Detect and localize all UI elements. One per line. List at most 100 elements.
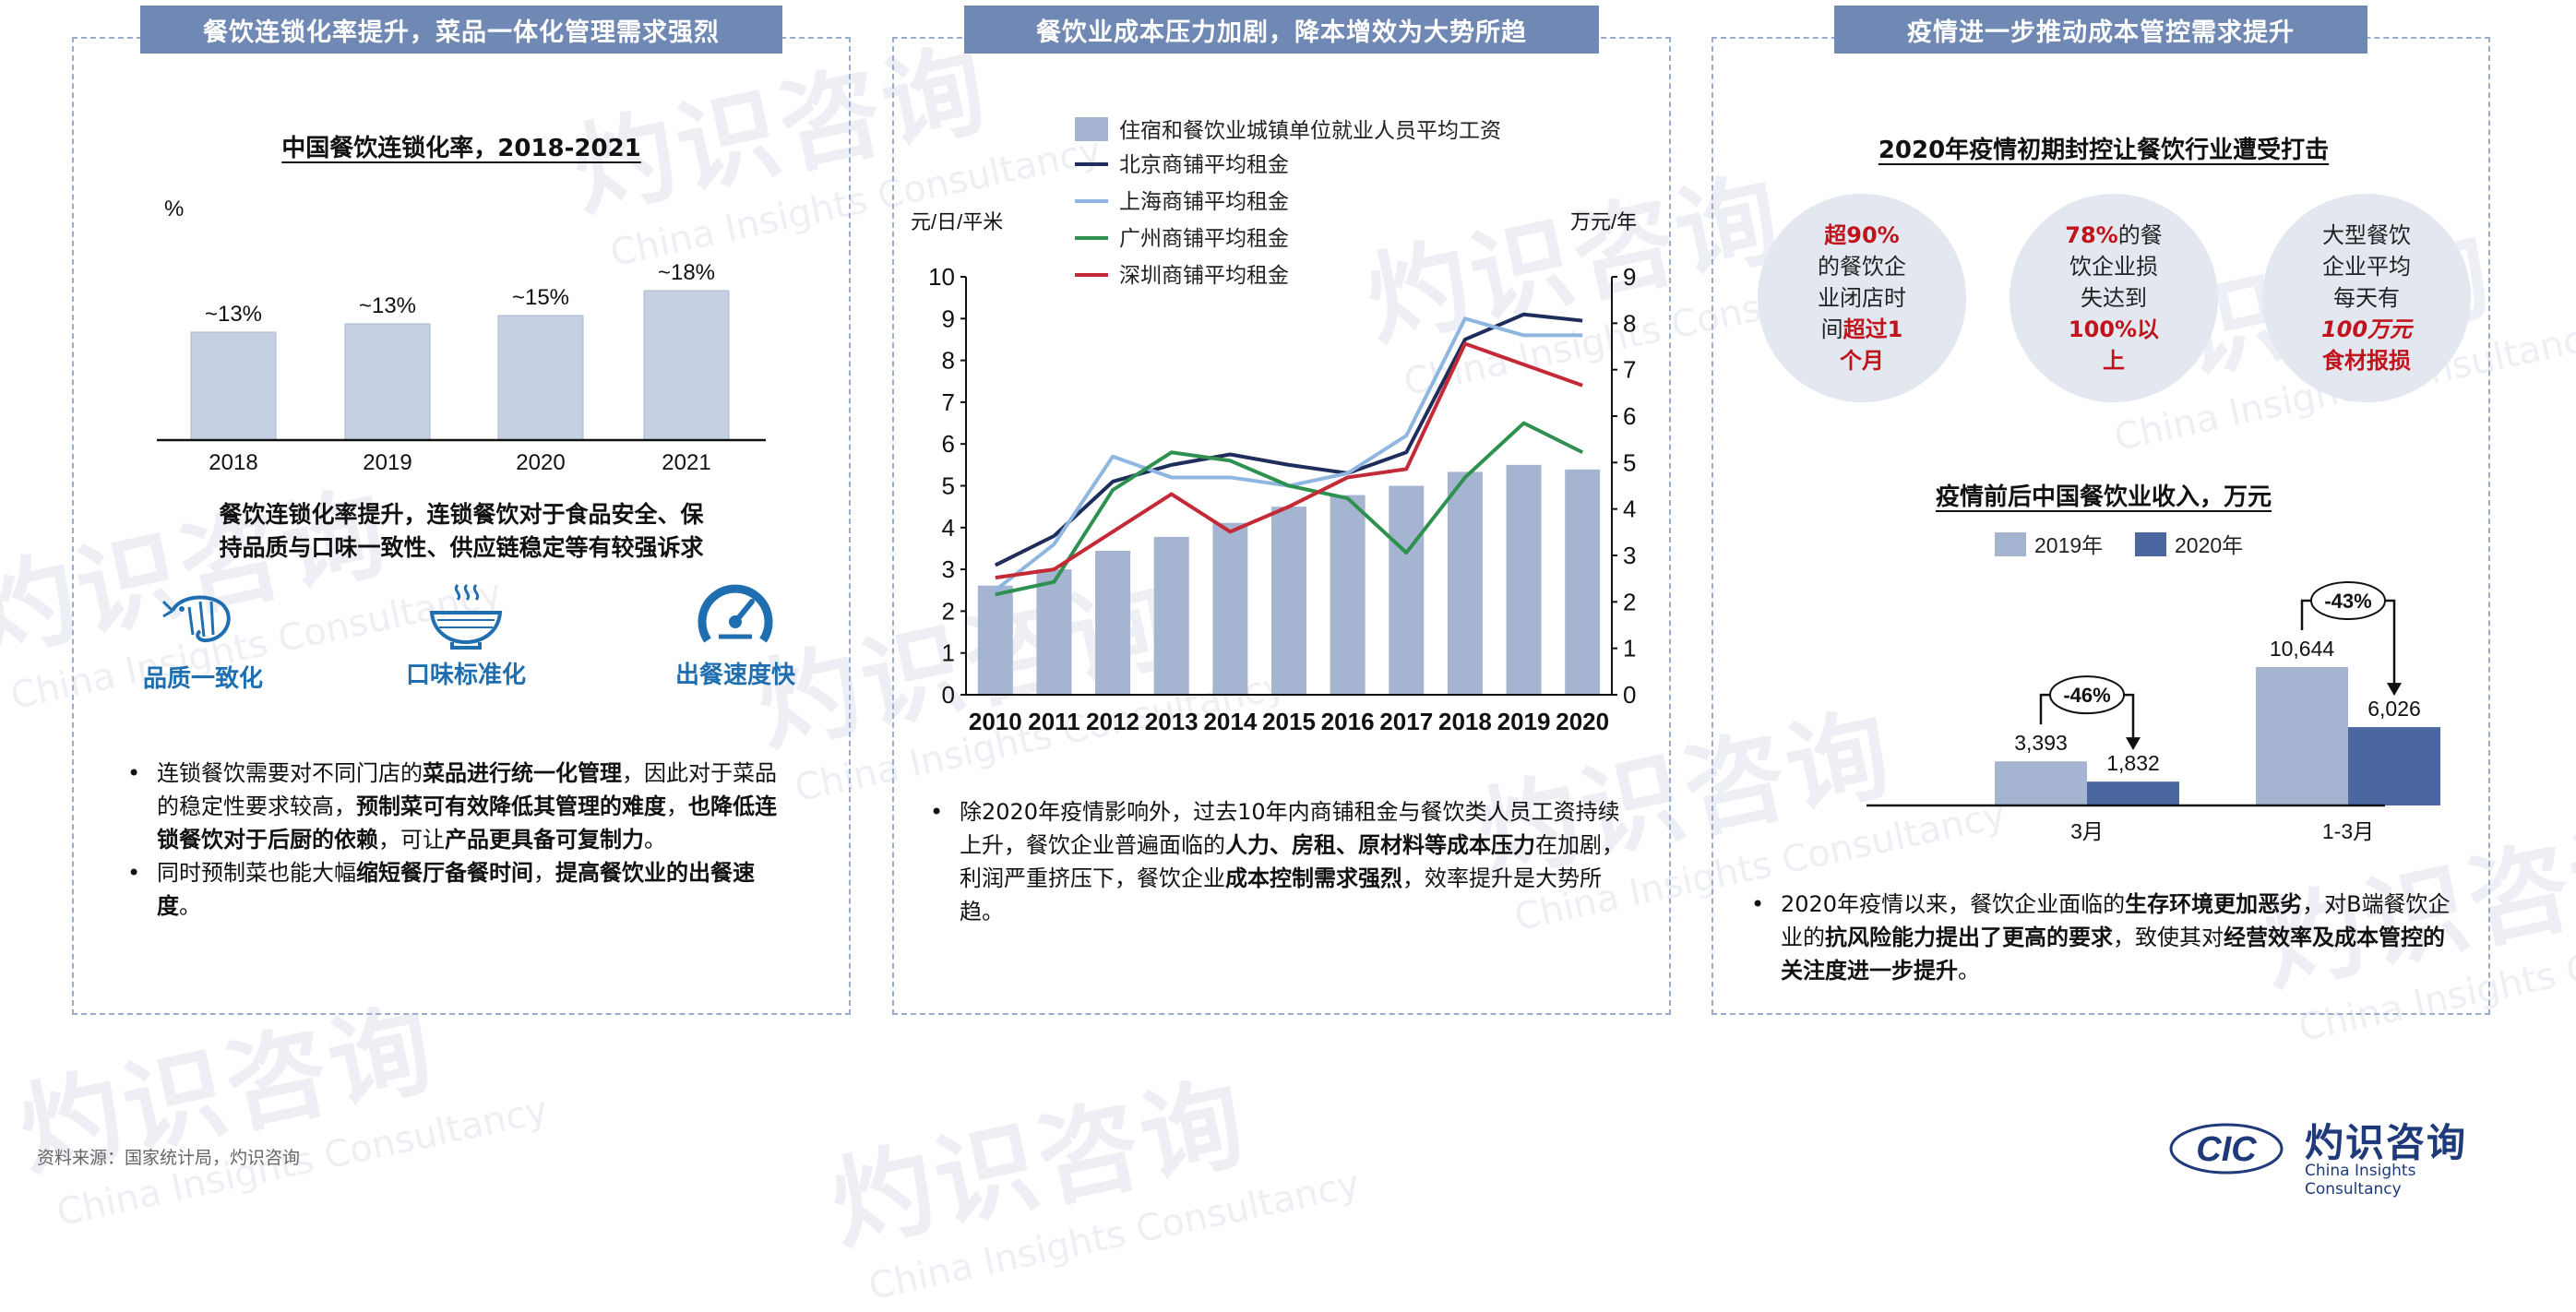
revenue-tick-label: 3月 [2070, 819, 2104, 843]
legend-label: 2019年 [2034, 533, 2103, 557]
revenue-data-label: 10,644 [2270, 637, 2335, 661]
feature-speed: 出餐速度快 [643, 581, 828, 690]
cic-logo-cn: 灼识咨询 [2305, 1120, 2468, 1165]
chain-rate-bar [497, 315, 584, 441]
change-label: -46% [2063, 684, 2110, 707]
bowl-icon [429, 583, 503, 650]
panel3-top-title: 2020年疫情初期封控让餐饮行业遭受打击 [1878, 137, 2330, 164]
left-axis-unit: 元/日/平米 [911, 210, 1003, 233]
right-tick-label: 7 [1623, 356, 1636, 384]
rent-line [995, 421, 1584, 597]
panel2-header: 餐饮业成本压力加剧，降本增效为大势所趋 [964, 6, 1599, 54]
chain-rate-unit: % [164, 197, 184, 221]
left-tick-label: 7 [942, 388, 955, 416]
chain-rate-tick-label: 2021 [662, 450, 710, 475]
cic-logo-en: China Insights Consultancy [2305, 1162, 2416, 1199]
panel3-bullets: 2020年疫情以来，餐饮企业面临的生存环境更加恶劣，对B端餐饮企业的抗风险能力提… [1744, 888, 2463, 987]
x-tick-label: 2020 [1556, 708, 1609, 735]
chain-rate-tick-label: 2019 [363, 450, 411, 475]
left-tick-label: 4 [942, 514, 955, 542]
x-tick-label: 2011 [1028, 708, 1079, 735]
left-tick-label: 8 [942, 347, 955, 375]
left-tick-label: 1 [942, 639, 955, 667]
x-tick-label: 2019 [1497, 708, 1551, 735]
wage-bar [1506, 464, 1542, 695]
revenue-bar [2348, 727, 2440, 805]
right-tick-label: 4 [1623, 495, 1636, 523]
panel1-bullet1: 连锁餐饮需要对不同门店的菜品进行统一化管理，因此对于菜品的稳定性要求较高，预制菜… [120, 757, 784, 856]
revenue-bar [1995, 761, 2087, 805]
source-note: 资料来源：国家统计局，灼识咨询 [37, 1148, 301, 1168]
wage-bar [977, 585, 1013, 695]
revenue-data-label: 6,026 [2367, 697, 2421, 721]
x-tick-label: 2012 [1086, 708, 1139, 735]
right-tick-label: 6 [1623, 402, 1636, 430]
left-tick-label: 9 [942, 304, 955, 332]
wage-bar [1212, 522, 1248, 695]
wage-bar [1389, 485, 1425, 695]
cost-chart: 住宿和餐饮业城镇单位就业人员平均工资北京商铺平均租金上海商铺平均租金广州商铺平均… [911, 117, 1637, 735]
chain-rate-bar [643, 290, 730, 441]
cic-logo-mark: CIC [2169, 1123, 2284, 1175]
x-tick-label: 2017 [1379, 708, 1433, 735]
shrimp-icon [161, 595, 231, 643]
chain-rate-data-label: ~13% [359, 293, 416, 318]
panel1-summary-line1: 餐饮连锁化率提升，连锁餐饮对于食品安全、保 [219, 501, 704, 528]
legend-label: 住宿和餐饮业城镇单位就业人员平均工资 [1119, 118, 1501, 142]
panel3-chart-title: 疫情前后中国餐饮业收入，万元 [1935, 483, 2272, 511]
speedometer-icon [698, 584, 773, 643]
chain-rate-tick-label: 2020 [516, 450, 565, 475]
legend-label: 北京商铺平均租金 [1119, 152, 1289, 176]
left-tick-label: 10 [928, 263, 955, 291]
feature-label: 出餐速度快 [674, 662, 795, 689]
change-badge [2049, 675, 2125, 715]
right-tick-label: 5 [1623, 448, 1636, 476]
legend-label: 广州商铺平均租金 [1119, 226, 1289, 250]
x-tick-label: 2014 [1203, 708, 1257, 735]
wage-bar [1447, 471, 1483, 695]
panel1-bullets: 连锁餐饮需要对不同门店的菜品进行统一化管理，因此对于菜品的稳定性要求较高，预制菜… [120, 757, 784, 923]
panel3-header: 疫情进一步推动成本管控需求提升 [1834, 6, 2367, 54]
revenue-bar [2256, 667, 2348, 805]
left-tick-label: 6 [942, 430, 955, 458]
revenue-data-label: 1,832 [2106, 751, 2160, 775]
feature-label: 口味标准化 [405, 662, 526, 689]
panel2-bullets: 除2020年疫情影响外，过去10年内商铺租金与餐饮类人员工资持续上升，餐饮企业普… [923, 795, 1624, 928]
left-tick-label: 5 [942, 472, 955, 500]
panel1-summary: 餐饮连锁化率提升，连锁餐饮对于食品安全、保 持品质与口味一致性、供应链稳定等有较… [101, 498, 821, 565]
feature-label: 品质一致化 [142, 665, 263, 693]
change-badge [2310, 581, 2386, 620]
stat-circle: 超90% 的餐饮企 业闭店时 间超过1 个月 [1758, 194, 1966, 402]
wage-bar [1271, 507, 1306, 695]
revenue-data-label: 3,393 [2014, 731, 2068, 755]
feature-quality: 品质一致化 [111, 589, 295, 694]
panel1-summary-line2: 持品质与口味一致性、供应链稳定等有较强诉求 [219, 534, 704, 561]
x-tick-label: 2010 [969, 708, 1022, 735]
change-arrowhead [2126, 737, 2141, 751]
legend-swatch [1075, 117, 1108, 141]
panel3-bullet: 2020年疫情以来，餐饮企业面临的生存环境更加恶劣，对B端餐饮企业的抗风险能力提… [1744, 888, 2463, 987]
chain-rate-data-label: ~18% [658, 260, 715, 285]
change-arrowhead [2387, 683, 2402, 697]
chain-rate-tick-label: 2018 [209, 450, 257, 475]
x-tick-label: 2015 [1262, 708, 1316, 735]
panel1-header-text: 餐饮连锁化率提升，菜品一体化管理需求强烈 [203, 18, 720, 47]
legend-label: 深圳商铺平均租金 [1119, 263, 1289, 287]
wage-bar [1095, 550, 1131, 695]
wage-bar [1153, 536, 1189, 695]
chain-rate-bar [190, 331, 277, 441]
right-axis-unit: 万元/年 [1570, 210, 1637, 233]
cic-logo: CIC 灼识咨询 China Insights Consultancy [2166, 1112, 2517, 1199]
revenue-tick-label: 1-3月 [2322, 819, 2374, 843]
rent-line [994, 312, 1583, 567]
wage-bar [1036, 569, 1072, 695]
legend-label: 2020年 [2175, 533, 2243, 557]
right-tick-label: 1 [1623, 635, 1636, 662]
chain-rate-data-label: ~13% [205, 302, 262, 327]
chain-rate-data-label: ~15% [512, 285, 569, 310]
right-tick-label: 2 [1623, 588, 1636, 615]
chain-rate-bar [344, 323, 431, 441]
legend-swatch [2135, 532, 2166, 556]
panel1-bullet2: 同时预制菜也能大幅缩短餐厅备餐时间，提高餐饮业的出餐速度。 [120, 856, 784, 923]
panel2-bullet: 除2020年疫情影响外，过去10年内商铺租金与餐饮类人员工资持续上升，餐饮企业普… [923, 795, 1624, 928]
